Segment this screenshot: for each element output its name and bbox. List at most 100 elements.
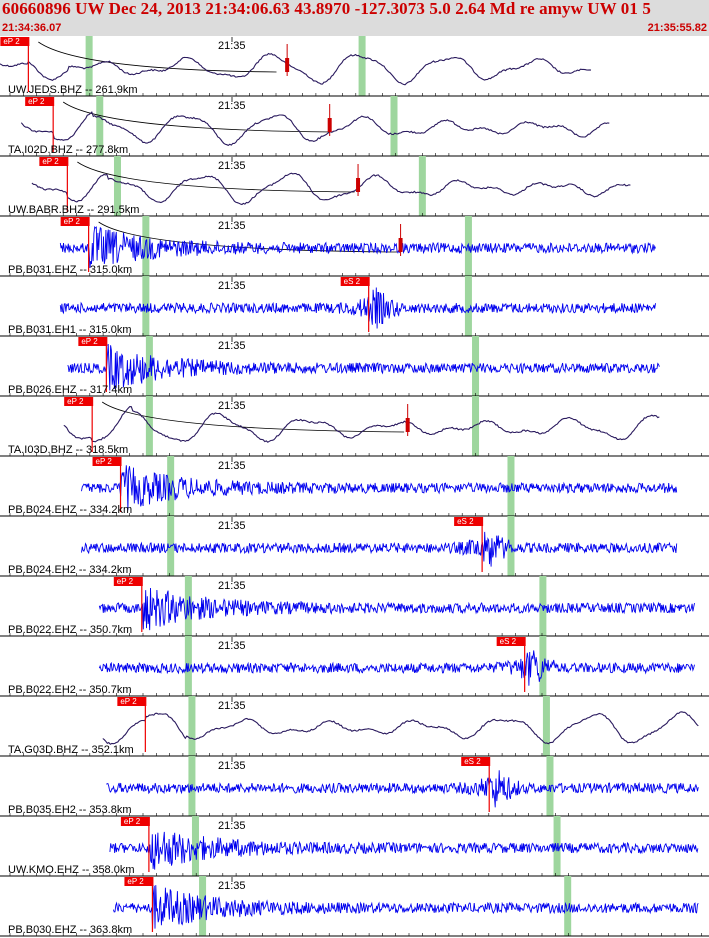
minute-label: 21:35 — [218, 40, 246, 52]
time-window — [472, 336, 480, 396]
station-label: TA.G03D.BHZ -- 352.1km — [8, 744, 134, 756]
trace-row: 21:35 eP 2 PB.B030.EHZ -- 363.8km — [0, 876, 709, 937]
pick-label: eP 2 — [67, 397, 84, 406]
pick-label: eS 2 — [500, 637, 517, 646]
pick-flag — [64, 397, 94, 406]
waveform-trace — [102, 711, 699, 745]
time-window — [145, 336, 153, 396]
time-window — [199, 876, 207, 936]
pick-flag — [117, 697, 147, 706]
pick-flag — [39, 157, 69, 166]
pick-label: eP 2 — [117, 577, 134, 586]
trace-row: 21:35 eP 2 UW.KMO.EHZ -- 358.0km — [0, 816, 709, 877]
pick-label: eP 2 — [120, 697, 137, 706]
pick-flag — [461, 757, 491, 766]
trace-row: 21:35 eP 2 TA.I03D.BHZ -- 318.5km — [0, 396, 709, 457]
waveform-trace — [81, 531, 678, 567]
station-label: PB.B035.EH2 -- 353.8km — [8, 804, 132, 816]
coda-line — [98, 221, 398, 253]
minute-label: 21:35 — [218, 220, 246, 232]
time-window — [358, 36, 366, 96]
amplitude-peak — [405, 418, 410, 432]
waveform-trace — [98, 587, 695, 631]
pick-flag — [78, 337, 108, 346]
pick-label: eP 2 — [64, 217, 81, 226]
pick-label: eS 2 — [457, 517, 474, 526]
minute-label: 21:35 — [218, 400, 246, 412]
time-window — [418, 156, 426, 216]
end-time: 21:35:55.82 — [647, 22, 707, 34]
pick-label: eP 2 — [124, 817, 141, 826]
time-window — [472, 396, 480, 456]
waveform-trace — [67, 343, 660, 391]
time-window — [85, 36, 93, 96]
time-window — [553, 816, 561, 876]
pick-flag — [124, 877, 154, 886]
minute-label: 21:35 — [218, 160, 246, 172]
waveform-trace — [0, 52, 592, 86]
minute-label: 21:35 — [218, 100, 246, 112]
waveform-trace — [20, 111, 610, 147]
pick-label: eP 2 — [28, 97, 45, 106]
waveform-trace — [98, 650, 695, 686]
trace-row: 21:35 eP 2 PB.B031.EHZ -- 315.0km — [0, 216, 709, 277]
pick-flag — [25, 97, 55, 106]
time-window — [564, 876, 572, 936]
minute-label: 21:35 — [218, 520, 246, 532]
station-label: PB.B022.EH2 -- 350.7km — [8, 684, 132, 696]
event-header: 60660896 UW Dec 24, 2013 21:34:06.63 43.… — [0, 0, 709, 36]
station-label: TA.I03D.BHZ -- 318.5km — [8, 444, 128, 456]
station-label: PB.B024.EHZ -- 334.2km — [8, 504, 132, 516]
start-time: 21:34:36.07 — [2, 22, 62, 34]
trace-row: 21:35 eP 2 TA.G03D.BHZ -- 352.1km — [0, 696, 709, 757]
coda-line — [38, 41, 277, 73]
station-label: PB.B024.EH2 -- 334.2km — [8, 564, 132, 576]
station-label: UW.KMO.EHZ -- 358.0km — [8, 864, 135, 876]
pick-label: eP 2 — [42, 157, 59, 166]
station-label: PB.B031.EH1 -- 315.0km — [8, 324, 132, 336]
amplitude-peak — [398, 238, 403, 252]
trace-row: 21:35 eS 2 PB.B035.EH2 -- 353.8km — [0, 756, 709, 817]
trace-row: 21:35 eS 2 PB.B022.EH2 -- 350.7km — [0, 636, 709, 697]
station-label: PB.B022.EHZ -- 350.7km — [8, 624, 132, 636]
time-window — [142, 216, 150, 276]
waveform-trace — [63, 406, 660, 443]
waveform-trace — [59, 287, 656, 329]
station-label: PB.B030.EHZ -- 363.8km — [8, 924, 132, 936]
pick-flag — [340, 277, 370, 286]
time-window — [96, 96, 104, 156]
station-label: TA.I02D.BHZ -- 277.8km — [8, 144, 128, 156]
time-window — [542, 696, 550, 756]
waveform-trace — [112, 885, 699, 930]
amplitude-peak — [285, 58, 290, 72]
pick-label: eS 2 — [344, 277, 361, 286]
time-window — [390, 96, 398, 156]
pick-flag — [120, 817, 150, 826]
pick-flag — [496, 637, 526, 646]
trace-row: 21:35 eP 2 PB.B026.EHZ -- 317.4km — [0, 336, 709, 397]
minute-label: 21:35 — [218, 700, 246, 712]
waveform-trace — [81, 465, 678, 511]
pick-flag — [92, 457, 122, 466]
trace-row: 21:35 eP 2 UW.JEDS.BHZ -- 261.9km — [0, 36, 709, 97]
trace-row: 21:35 eP 2 UW.BABR.BHZ -- 291.5km — [0, 156, 709, 217]
minute-label: 21:35 — [218, 760, 246, 772]
coda-line — [101, 401, 405, 433]
coda-line — [77, 161, 355, 193]
pick-label: eP 2 — [81, 337, 98, 346]
station-label: UW.JEDS.BHZ -- 261.9km — [8, 84, 138, 96]
station-label: PB.B026.EHZ -- 317.4km — [8, 384, 132, 396]
minute-label: 21:35 — [218, 340, 246, 352]
minute-label: 21:35 — [218, 580, 246, 592]
time-window — [113, 156, 121, 216]
time-window — [464, 276, 472, 336]
minute-label: 21:35 — [218, 460, 246, 472]
coda-line — [62, 101, 334, 133]
minute-label: 21:35 — [218, 880, 246, 892]
trace-row: 21:35 eP 2 PB.B022.EHZ -- 350.7km — [0, 576, 709, 637]
minute-label: 21:35 — [218, 640, 246, 652]
station-label: UW.BABR.BHZ -- 291.5km — [8, 204, 139, 216]
amplitude-peak — [327, 118, 332, 132]
time-window — [184, 576, 192, 636]
